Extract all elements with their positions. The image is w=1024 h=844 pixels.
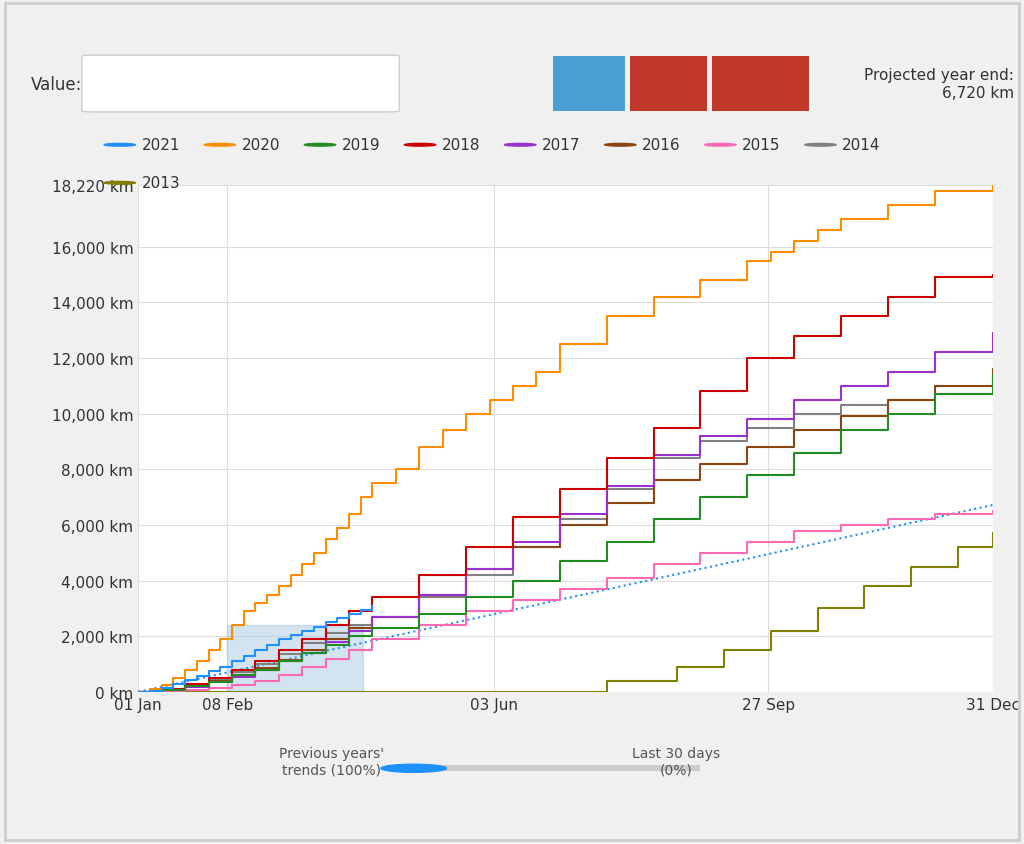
FancyBboxPatch shape: [712, 57, 809, 111]
Text: 2018: 2018: [442, 138, 480, 153]
FancyBboxPatch shape: [82, 56, 399, 113]
Text: Distance: Distance: [113, 75, 185, 94]
Text: Projected year end:
6,720 km: Projected year end: 6,720 km: [864, 68, 1014, 100]
FancyBboxPatch shape: [553, 57, 625, 111]
Text: Full: Full: [574, 78, 603, 91]
Circle shape: [204, 144, 236, 147]
Text: 2014: 2014: [842, 138, 881, 153]
Text: ∨: ∨: [389, 75, 401, 94]
Circle shape: [705, 144, 736, 147]
Text: 2015: 2015: [742, 138, 780, 153]
Text: 2020: 2020: [242, 138, 281, 153]
Text: 2013: 2013: [141, 176, 180, 191]
Circle shape: [104, 144, 135, 147]
Bar: [227, 625, 364, 692]
Circle shape: [604, 144, 636, 147]
Circle shape: [805, 144, 837, 147]
Bar: [414, 766, 700, 771]
Text: 2016: 2016: [642, 138, 681, 153]
Circle shape: [381, 765, 446, 772]
Text: 2019: 2019: [342, 138, 380, 153]
FancyBboxPatch shape: [630, 57, 707, 111]
Text: 30 Day: 30 Day: [733, 78, 787, 91]
Text: 2017: 2017: [542, 138, 581, 153]
Text: Last 30 days
(0%): Last 30 days (0%): [632, 746, 720, 776]
Text: 2021: 2021: [141, 138, 180, 153]
Circle shape: [304, 144, 336, 147]
Circle shape: [104, 182, 135, 185]
Text: Value:: Value:: [31, 75, 82, 94]
Text: Zoom: Zoom: [646, 78, 690, 91]
Text: Previous years'
trends (100%): Previous years' trends (100%): [280, 746, 384, 776]
Circle shape: [404, 144, 436, 147]
Circle shape: [505, 144, 536, 147]
